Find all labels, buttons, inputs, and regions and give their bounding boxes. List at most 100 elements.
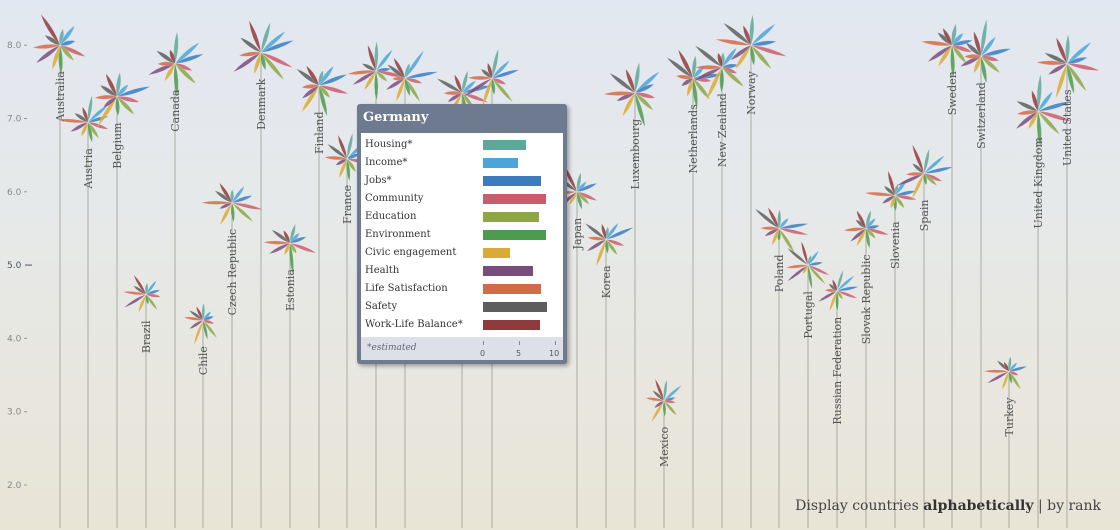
flower-petal [59,44,75,62]
country-flower[interactable]: Switzerland [959,18,1012,528]
tooltip-row: Work-Life Balance* [361,317,563,335]
flower-petal [911,173,925,200]
scale-tick [483,341,484,345]
flower-petal [115,71,122,98]
flower-petal [467,75,493,81]
flower-petal [116,96,141,103]
flower-petal [201,302,206,321]
flower-petal [973,30,982,57]
flower-petal [40,14,61,46]
country-flower[interactable]: Sweden [920,23,974,528]
flower-petal [622,92,636,118]
country-flower[interactable]: Luxembourg [602,61,661,528]
flower-petal [182,316,204,321]
flower-petal [721,46,738,68]
tooltip-row-label: Health [365,265,400,276]
flower-petal [289,242,317,254]
country-flower[interactable]: New Zealand [692,44,745,528]
flower-petal [634,92,646,128]
flower-petal [454,73,463,94]
flower-petal [59,25,76,46]
country-flower[interactable]: Norway [715,13,788,528]
country-flower[interactable]: Russian Federation [817,269,860,528]
country-label: Luxembourg [629,119,642,190]
country-flower[interactable]: Chile [182,302,218,528]
flower-petal [1031,89,1039,112]
country-flower[interactable]: Slovak Republic [842,209,890,528]
flower-petal [973,55,982,74]
flower-petal [905,171,925,176]
flower-petal [404,50,425,79]
flower-petal [122,291,147,296]
tooltip-row-label: Jobs* [365,175,392,186]
flower-petal [784,264,809,269]
flower-petal [887,169,896,197]
sort-alphabetically-link[interactable]: alphabetically [923,498,1034,514]
flower-petal [951,23,957,46]
flower-petal [759,226,780,231]
flower-petal [828,290,838,313]
country-flower[interactable]: Brazil [122,274,162,528]
flower-petal [601,223,607,240]
country-label: Australia [54,71,67,123]
country-flower[interactable] [385,49,439,528]
country-flower[interactable]: Belgium [93,71,151,528]
flower-petal [174,41,200,64]
sort-by-rank-link[interactable]: by rank [1047,498,1101,514]
flower-petal [717,52,723,68]
flower-petal [145,293,162,298]
flower-petal [404,77,423,84]
country-flower[interactable]: Czech Republic [200,182,264,528]
tooltip-row-bar [483,302,548,312]
flower-petal [894,195,905,209]
flower-petal [963,54,982,59]
flower-petal [715,38,752,46]
flower-petal [301,84,320,89]
country-flower[interactable] [346,40,406,528]
country-flower[interactable]: Netherlands [665,48,725,528]
flower-petal [721,66,745,88]
flower-petal [248,20,262,53]
flower-petal [361,63,377,72]
y-tick-label: 5.0 [7,261,22,271]
flower-petal [602,91,636,96]
country-flower[interactable]: Canada [147,30,205,528]
country-flower[interactable]: Turkey [983,355,1028,528]
country-flower[interactable]: Slovenia [864,169,918,528]
flower-petal [1037,110,1061,136]
flower-petal [35,44,61,64]
flower-petal [890,195,896,210]
country-flower[interactable]: Poland [754,206,809,528]
flower-petal [836,275,855,291]
country-flower[interactable]: Austria [56,94,111,528]
flower-petal [156,61,176,67]
scale-tick [555,341,556,345]
y-tick-label: 2.0 [7,481,22,491]
flower-petal [133,274,147,296]
flower-petal [404,71,439,79]
flower-petal [395,77,406,103]
country-label: Brazil [140,320,153,353]
flower-petal [666,57,694,79]
flower-petal [951,39,974,46]
flower-petal [1036,111,1042,148]
country-flower[interactable]: Denmark [232,19,295,528]
country-flower[interactable]: Korea [584,222,634,528]
flower-petal [1037,90,1054,112]
country-flower[interactable]: Estonia [262,223,317,528]
country-flower[interactable]: United Kingdom [1015,73,1073,528]
flower-petal [491,78,514,103]
flower-petal [832,278,838,292]
country-flower[interactable]: Spain [896,144,954,528]
country-flower[interactable]: United States [1035,33,1100,528]
flower-petal [461,80,477,94]
country-flower[interactable]: Portugal [784,240,830,528]
country-flower[interactable]: Mexico [644,378,683,528]
country-flower[interactable]: Finland [295,65,350,528]
flower-petal [692,77,711,101]
flower-petal [391,76,406,81]
flower-petal [634,83,655,94]
flower-petal [686,77,694,98]
flower-petal [817,290,838,303]
country-flower[interactable]: Australia [31,13,87,528]
